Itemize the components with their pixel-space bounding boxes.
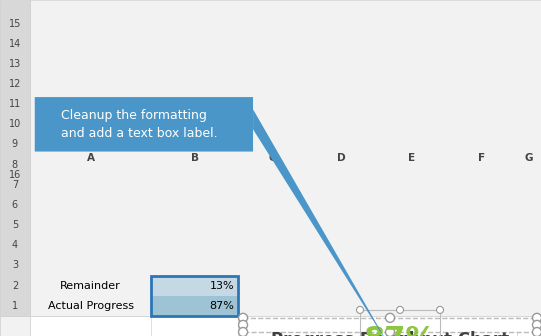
Text: 16: 16 <box>9 170 21 180</box>
Bar <box>151 276 238 296</box>
Circle shape <box>532 313 541 322</box>
Circle shape <box>532 321 541 329</box>
Circle shape <box>397 306 404 313</box>
Bar <box>151 276 238 316</box>
Wedge shape <box>394 335 405 336</box>
Text: 13%: 13% <box>209 281 234 291</box>
Polygon shape <box>35 97 392 336</box>
Bar <box>243 318 537 332</box>
Text: A: A <box>87 153 95 163</box>
Text: 14: 14 <box>9 39 21 49</box>
Circle shape <box>239 313 248 322</box>
Text: G: G <box>525 153 533 163</box>
Text: 87%: 87% <box>209 301 234 311</box>
Circle shape <box>239 328 248 336</box>
Bar <box>151 296 238 316</box>
Text: 7: 7 <box>12 180 18 190</box>
Text: 87%: 87% <box>364 326 437 336</box>
Text: 5: 5 <box>12 220 18 230</box>
Wedge shape <box>394 335 405 336</box>
Text: 15: 15 <box>9 18 21 29</box>
Text: 8: 8 <box>12 160 18 170</box>
Circle shape <box>532 328 541 336</box>
Text: 11: 11 <box>9 99 21 109</box>
Text: 10: 10 <box>9 119 21 129</box>
Circle shape <box>386 328 394 336</box>
Text: C: C <box>268 153 276 163</box>
Text: Remainder: Remainder <box>60 281 121 291</box>
Text: E: E <box>407 153 415 163</box>
Text: D: D <box>337 153 345 163</box>
Text: 12: 12 <box>9 79 21 89</box>
Text: Cleanup the formatting
and add a text box label.: Cleanup the formatting and add a text bo… <box>61 109 217 140</box>
Text: 2: 2 <box>12 281 18 291</box>
Circle shape <box>386 313 394 322</box>
Text: 6: 6 <box>12 200 18 210</box>
Text: Actual Progress: Actual Progress <box>48 301 134 311</box>
Circle shape <box>437 306 444 313</box>
Text: 9: 9 <box>12 139 18 150</box>
Circle shape <box>239 321 248 329</box>
Bar <box>360 310 440 336</box>
Text: B: B <box>191 153 199 163</box>
Circle shape <box>357 306 364 313</box>
Bar <box>0 0 30 316</box>
Bar <box>0 316 30 336</box>
Text: Progress Doughnut Chart: Progress Doughnut Chart <box>271 331 509 336</box>
Text: 13: 13 <box>9 59 21 69</box>
Text: 4: 4 <box>12 240 18 250</box>
Text: F: F <box>478 153 485 163</box>
Text: 1: 1 <box>12 301 18 311</box>
Text: 3: 3 <box>12 260 18 270</box>
